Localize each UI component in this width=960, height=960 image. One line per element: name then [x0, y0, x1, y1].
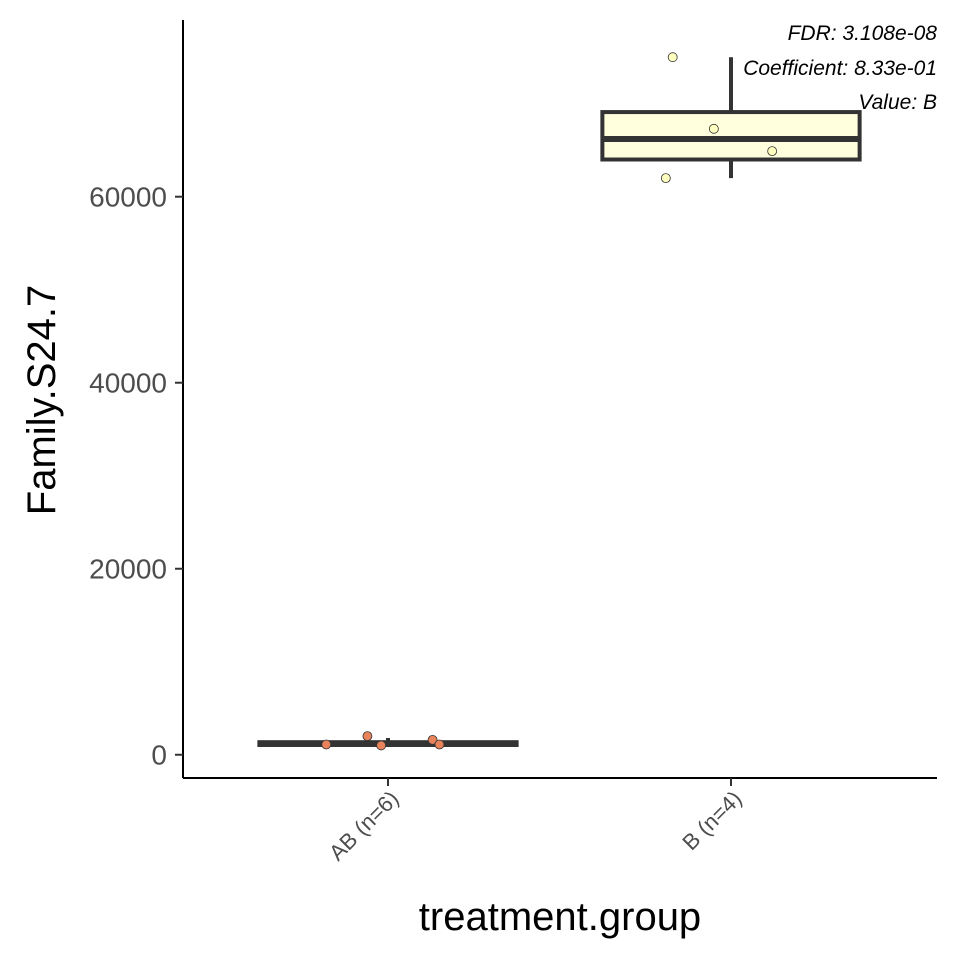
y-tick-label: 0	[151, 740, 167, 771]
data-point	[767, 146, 778, 157]
y-axis-ticks: 0 20000 40000 60000	[89, 182, 183, 771]
y-axis-title: Family.S24.7	[20, 285, 64, 515]
data-point	[427, 734, 438, 745]
box-group	[600, 52, 862, 184]
y-tick-label: 20000	[89, 554, 167, 585]
x-tick-label: AB (n=6)	[324, 786, 404, 866]
box-group	[257, 731, 519, 751]
data-point	[321, 739, 332, 750]
data-point	[667, 52, 678, 63]
annotation-coefficient: Coefficient: 8.33e-01	[743, 57, 937, 80]
plot-area	[257, 52, 862, 751]
annotation-fdr: FDR: 3.108e-08	[788, 22, 938, 45]
y-tick-label: 60000	[89, 182, 167, 213]
box-rect	[600, 110, 862, 162]
annotations: FDR: 3.108e-08 Coefficient: 8.33e-01 Val…	[743, 22, 937, 114]
x-axis-title: treatment.group	[419, 895, 701, 939]
y-tick-label: 40000	[89, 368, 167, 399]
data-point	[362, 731, 373, 742]
x-axis-ticks: AB (n=6) B (n=4)	[324, 778, 747, 865]
annotation-value: Value: B	[858, 91, 937, 114]
data-point	[376, 740, 387, 751]
x-tick-label: B (n=4)	[677, 786, 746, 855]
data-point	[708, 123, 719, 134]
data-point	[434, 739, 445, 750]
data-point	[660, 173, 671, 184]
